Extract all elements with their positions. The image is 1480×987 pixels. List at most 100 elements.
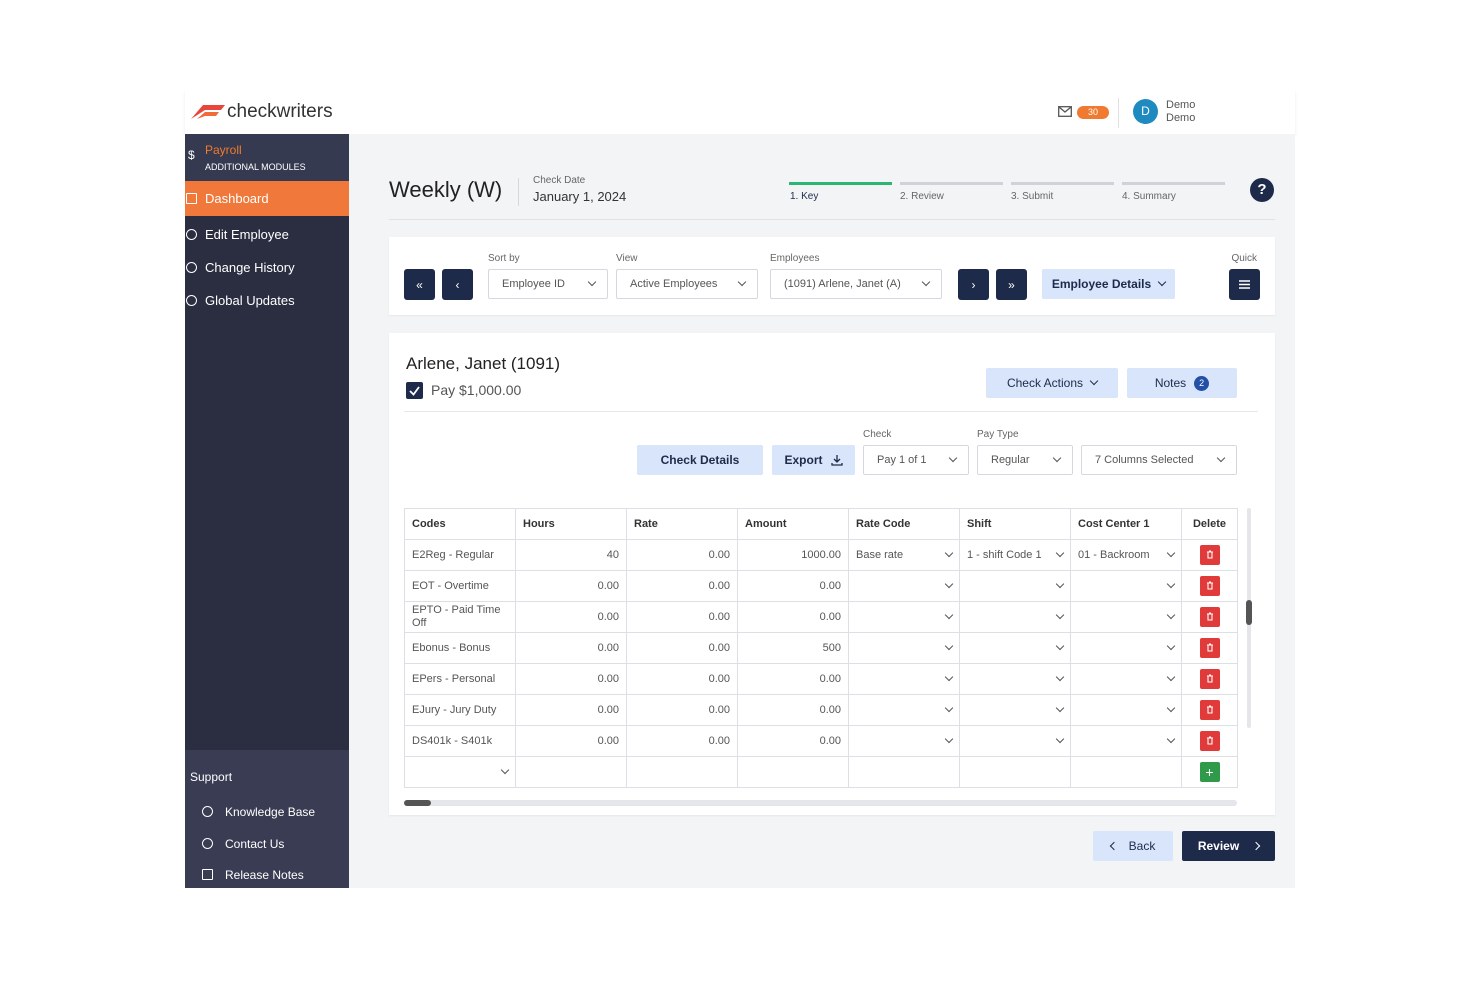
nav-item[interactable]: Edit Employee [205,227,289,242]
nav-item[interactable]: Dashboard [205,191,269,206]
hours-cell[interactable]: 0.00 [515,601,627,633]
delete-button[interactable] [1199,545,1220,565]
cost-center-cell[interactable]: 01 - Backroom [1070,539,1182,571]
shift-cell[interactable] [959,601,1071,633]
cost-center-cell[interactable] [1070,663,1182,695]
rate-code-cell[interactable] [848,570,960,602]
next-button[interactable]: › [958,269,989,300]
logo-mark [191,105,225,119]
chevron-icon [1055,610,1065,620]
delete-button[interactable] [1199,576,1220,596]
columns-select[interactable]: 7 Columns Selected [1081,445,1237,475]
support-link[interactable]: Contact Us [225,837,285,851]
support-link[interactable]: Release Notes [225,868,304,882]
module-switch[interactable] [185,134,349,181]
amount-cell[interactable]: 0.00 [737,694,849,726]
rate-cell[interactable]: 0.00 [626,539,738,571]
chevron-icon [1052,453,1062,463]
cost-center-cell[interactable] [1070,632,1182,664]
rate-cell[interactable]: 0.00 [626,632,738,664]
sort-select[interactable]: Employee ID [488,269,608,299]
sort-value: Employee ID [502,278,565,290]
chevron-icon [1109,841,1118,851]
rate-cell[interactable]: 0.00 [626,663,738,695]
rate-code-cell[interactable] [848,694,960,726]
nav-item[interactable]: Global Updates [205,293,295,308]
rate-code-cell[interactable] [848,725,960,757]
help-button[interactable]: ? [1250,178,1274,202]
check-label: Check [863,429,892,440]
cost-center-cell[interactable] [1070,694,1182,726]
rate-code-cell[interactable] [848,663,960,695]
support-link[interactable]: Knowledge Base [225,805,316,819]
rate-cell[interactable]: 0.00 [626,570,738,602]
check-details-button[interactable]: Check Details [637,445,763,475]
delete-button[interactable] [1199,731,1220,751]
cost-center-cell[interactable] [1070,725,1182,757]
delete-button[interactable] [1199,700,1220,720]
avatar[interactable]: D [1133,99,1158,124]
prev-button[interactable]: ‹ [442,269,473,300]
rate-cell[interactable]: 0.00 [626,694,738,726]
nav-item[interactable]: Change History [205,260,295,275]
delete-button[interactable] [1199,669,1220,689]
first-button[interactable]: « [404,269,435,300]
notes-button[interactable]: Notes 2 [1127,368,1237,398]
code-cell: DS401k - S401k [404,725,516,757]
delete-button[interactable] [1199,607,1220,627]
amount-cell[interactable]: 1000.00 [737,539,849,571]
check-actions-button[interactable]: Check Actions [986,368,1118,398]
amount-cell[interactable]: 0.00 [737,570,849,602]
shift-cell[interactable] [959,694,1071,726]
pay-checkbox[interactable] [406,382,423,399]
column-header: Amount [737,508,849,540]
rate-code-cell[interactable] [848,601,960,633]
amount-cell[interactable]: 500 [737,632,849,664]
cost-center-cell[interactable] [1070,570,1182,602]
v-scroll-thumb[interactable] [1246,600,1252,625]
amount-cell[interactable]: 0.00 [737,663,849,695]
nav-active[interactable] [185,181,349,216]
hours-cell[interactable]: 0.00 [515,570,627,602]
cost-center-cell[interactable] [1070,601,1182,633]
delete-button[interactable] [1199,638,1220,658]
shift-cell[interactable] [959,570,1071,602]
rate-cell[interactable]: 0.00 [626,601,738,633]
view-select[interactable]: Active Employees [616,269,758,299]
dropdown [856,703,954,713]
mail-icon[interactable] [1058,106,1072,117]
hours-cell[interactable]: 0.00 [515,632,627,664]
hours-cell[interactable]: 0.00 [515,725,627,757]
shift-cell[interactable]: 1 - shift Code 1 [959,539,1071,571]
rate-cell[interactable]: 0.00 [626,725,738,757]
employee-select[interactable]: (1091) Arlene, Janet (A) [770,269,942,299]
quick-button[interactable] [1229,269,1260,300]
check-select[interactable]: Pay 1 of 1 [863,445,969,475]
amount-cell[interactable]: 0.00 [737,725,849,757]
code-cell: E2Reg - Regular [404,539,516,571]
pay-type-select[interactable]: Regular [977,445,1073,475]
check-value: Pay 1 of 1 [877,454,927,466]
back-button[interactable]: Back [1093,831,1173,861]
new-code-cell[interactable] [404,756,516,788]
employee-details-button[interactable]: Employee Details [1042,269,1175,299]
add-button[interactable]: + [1199,762,1220,782]
export-button[interactable]: Export [772,445,855,475]
review-button[interactable]: Review [1182,831,1275,861]
hours-cell[interactable]: 0.00 [515,663,627,695]
shift-cell[interactable] [959,632,1071,664]
chevron-icon [1251,841,1261,851]
dropdown [856,672,954,682]
h-scroll-thumb[interactable] [404,800,431,806]
shift-cell[interactable] [959,663,1071,695]
h-scrollbar[interactable] [404,800,1237,806]
chevron-icon [1166,734,1176,744]
rate-code-cell[interactable] [848,632,960,664]
last-button[interactable]: » [996,269,1027,300]
chevron-icon [1166,703,1176,713]
hours-cell[interactable]: 0.00 [515,694,627,726]
shift-cell[interactable] [959,725,1071,757]
hours-cell[interactable]: 40 [515,539,627,571]
amount-cell[interactable]: 0.00 [737,601,849,633]
rate-code-cell[interactable]: Base rate [848,539,960,571]
